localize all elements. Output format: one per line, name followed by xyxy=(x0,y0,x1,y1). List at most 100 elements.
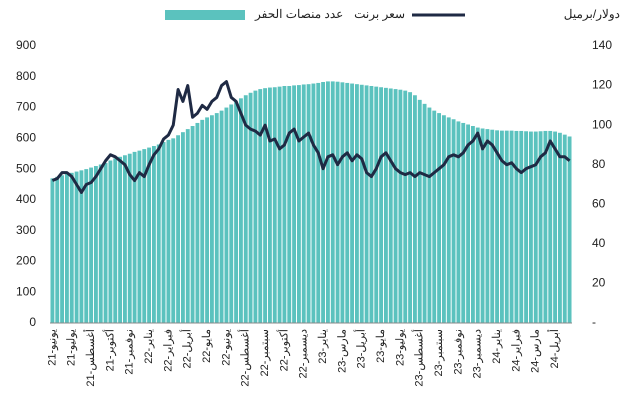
y2-tick-label: 20 xyxy=(592,276,606,290)
y2-tick-label: 100 xyxy=(592,117,612,131)
bar xyxy=(461,122,466,323)
y-tick-label: 300 xyxy=(16,223,36,237)
bar xyxy=(490,129,495,323)
y2-axis-label: دولار/برميل xyxy=(564,7,620,21)
bar xyxy=(205,117,210,323)
bar xyxy=(248,92,253,323)
x-tick-label: سبتمبر-23 xyxy=(433,329,445,377)
bar xyxy=(69,172,74,323)
bar xyxy=(200,119,205,323)
bar xyxy=(161,142,166,323)
x-tick-label: أبريل-23 xyxy=(354,329,368,369)
x-tick-label: أبريل-22 xyxy=(180,329,194,369)
legend-label: عدد منصات الحفر xyxy=(254,7,343,21)
bar xyxy=(166,139,171,323)
bar xyxy=(504,130,509,323)
x-tick-label: نوفمبر-23 xyxy=(452,329,464,375)
bar xyxy=(316,82,321,323)
y-tick-label: 400 xyxy=(16,192,36,206)
bar xyxy=(330,81,335,324)
bar xyxy=(122,155,127,323)
bar xyxy=(147,147,152,323)
y-tick-label: 500 xyxy=(16,161,36,175)
bar xyxy=(509,130,514,323)
bar xyxy=(84,169,89,323)
bar xyxy=(485,129,490,323)
bar xyxy=(272,87,277,324)
bar xyxy=(258,89,263,323)
y-tick-label: 700 xyxy=(16,100,36,114)
bar xyxy=(50,178,55,323)
bar xyxy=(519,130,524,323)
bar xyxy=(374,86,379,323)
x-tick-label: أغسطس-23 xyxy=(412,329,426,387)
x-tick-label: يناير-23 xyxy=(317,329,329,364)
bar xyxy=(64,173,69,323)
bar xyxy=(475,127,480,323)
bar xyxy=(417,99,422,323)
bar xyxy=(412,95,417,323)
bar xyxy=(238,98,243,323)
bar xyxy=(403,90,408,323)
bar xyxy=(364,85,369,323)
bar xyxy=(209,115,214,323)
x-tick-label: أغسطس-22 xyxy=(238,329,252,387)
bar xyxy=(321,82,326,323)
bar xyxy=(548,130,553,323)
bar xyxy=(214,113,219,324)
bar xyxy=(171,138,176,323)
bar xyxy=(195,122,200,323)
bar xyxy=(350,83,355,323)
y-tick-label: 900 xyxy=(16,38,36,52)
x-tick-label: يوليو-23 xyxy=(394,329,406,366)
bar xyxy=(379,87,384,324)
bar xyxy=(137,150,142,323)
bar xyxy=(229,104,234,323)
bar xyxy=(345,82,350,323)
bar xyxy=(311,83,316,323)
bar xyxy=(243,95,248,323)
bar xyxy=(446,117,451,323)
bar xyxy=(156,144,161,323)
bar xyxy=(118,156,123,323)
bar xyxy=(359,84,364,323)
bar xyxy=(234,101,239,324)
y-tick-label: 200 xyxy=(16,254,36,268)
bar xyxy=(451,119,456,323)
bar xyxy=(89,167,94,323)
x-tick-label: مارس-23 xyxy=(336,329,348,373)
bar xyxy=(466,124,471,323)
bar xyxy=(282,86,287,323)
bar xyxy=(60,175,65,323)
bar xyxy=(325,81,330,324)
bar xyxy=(441,115,446,323)
bar xyxy=(55,176,60,323)
bar xyxy=(219,110,224,323)
bar xyxy=(301,84,306,323)
bar xyxy=(533,131,538,323)
bar xyxy=(79,170,84,323)
x-tick-label: يونيو-21 xyxy=(46,329,58,366)
bar xyxy=(176,135,181,323)
x-tick-label: فبراير-22 xyxy=(162,329,174,372)
x-tick-label: أكتوبر-22 xyxy=(276,329,290,371)
x-tick-label: أغسطس-21 xyxy=(83,329,97,387)
bar xyxy=(142,149,147,323)
bar xyxy=(538,131,543,323)
bar xyxy=(408,92,413,324)
x-tick-label: أكتوبر-21 xyxy=(102,329,116,371)
bar xyxy=(524,131,529,323)
x-tick-label: سبتمبر-22 xyxy=(259,329,271,377)
bar xyxy=(340,82,345,323)
bar xyxy=(98,164,103,323)
bar xyxy=(93,166,98,323)
bar xyxy=(495,130,500,323)
bar xyxy=(292,85,297,323)
bar xyxy=(296,85,301,324)
x-tick-label: نوفمبر-21 xyxy=(124,329,136,375)
x-tick-label: يونيو-22 xyxy=(220,329,232,366)
y2-tick-label: 40 xyxy=(592,236,606,250)
x-tick-label: فبراير-24 xyxy=(510,329,522,372)
bar xyxy=(383,87,388,323)
bar xyxy=(151,146,156,323)
